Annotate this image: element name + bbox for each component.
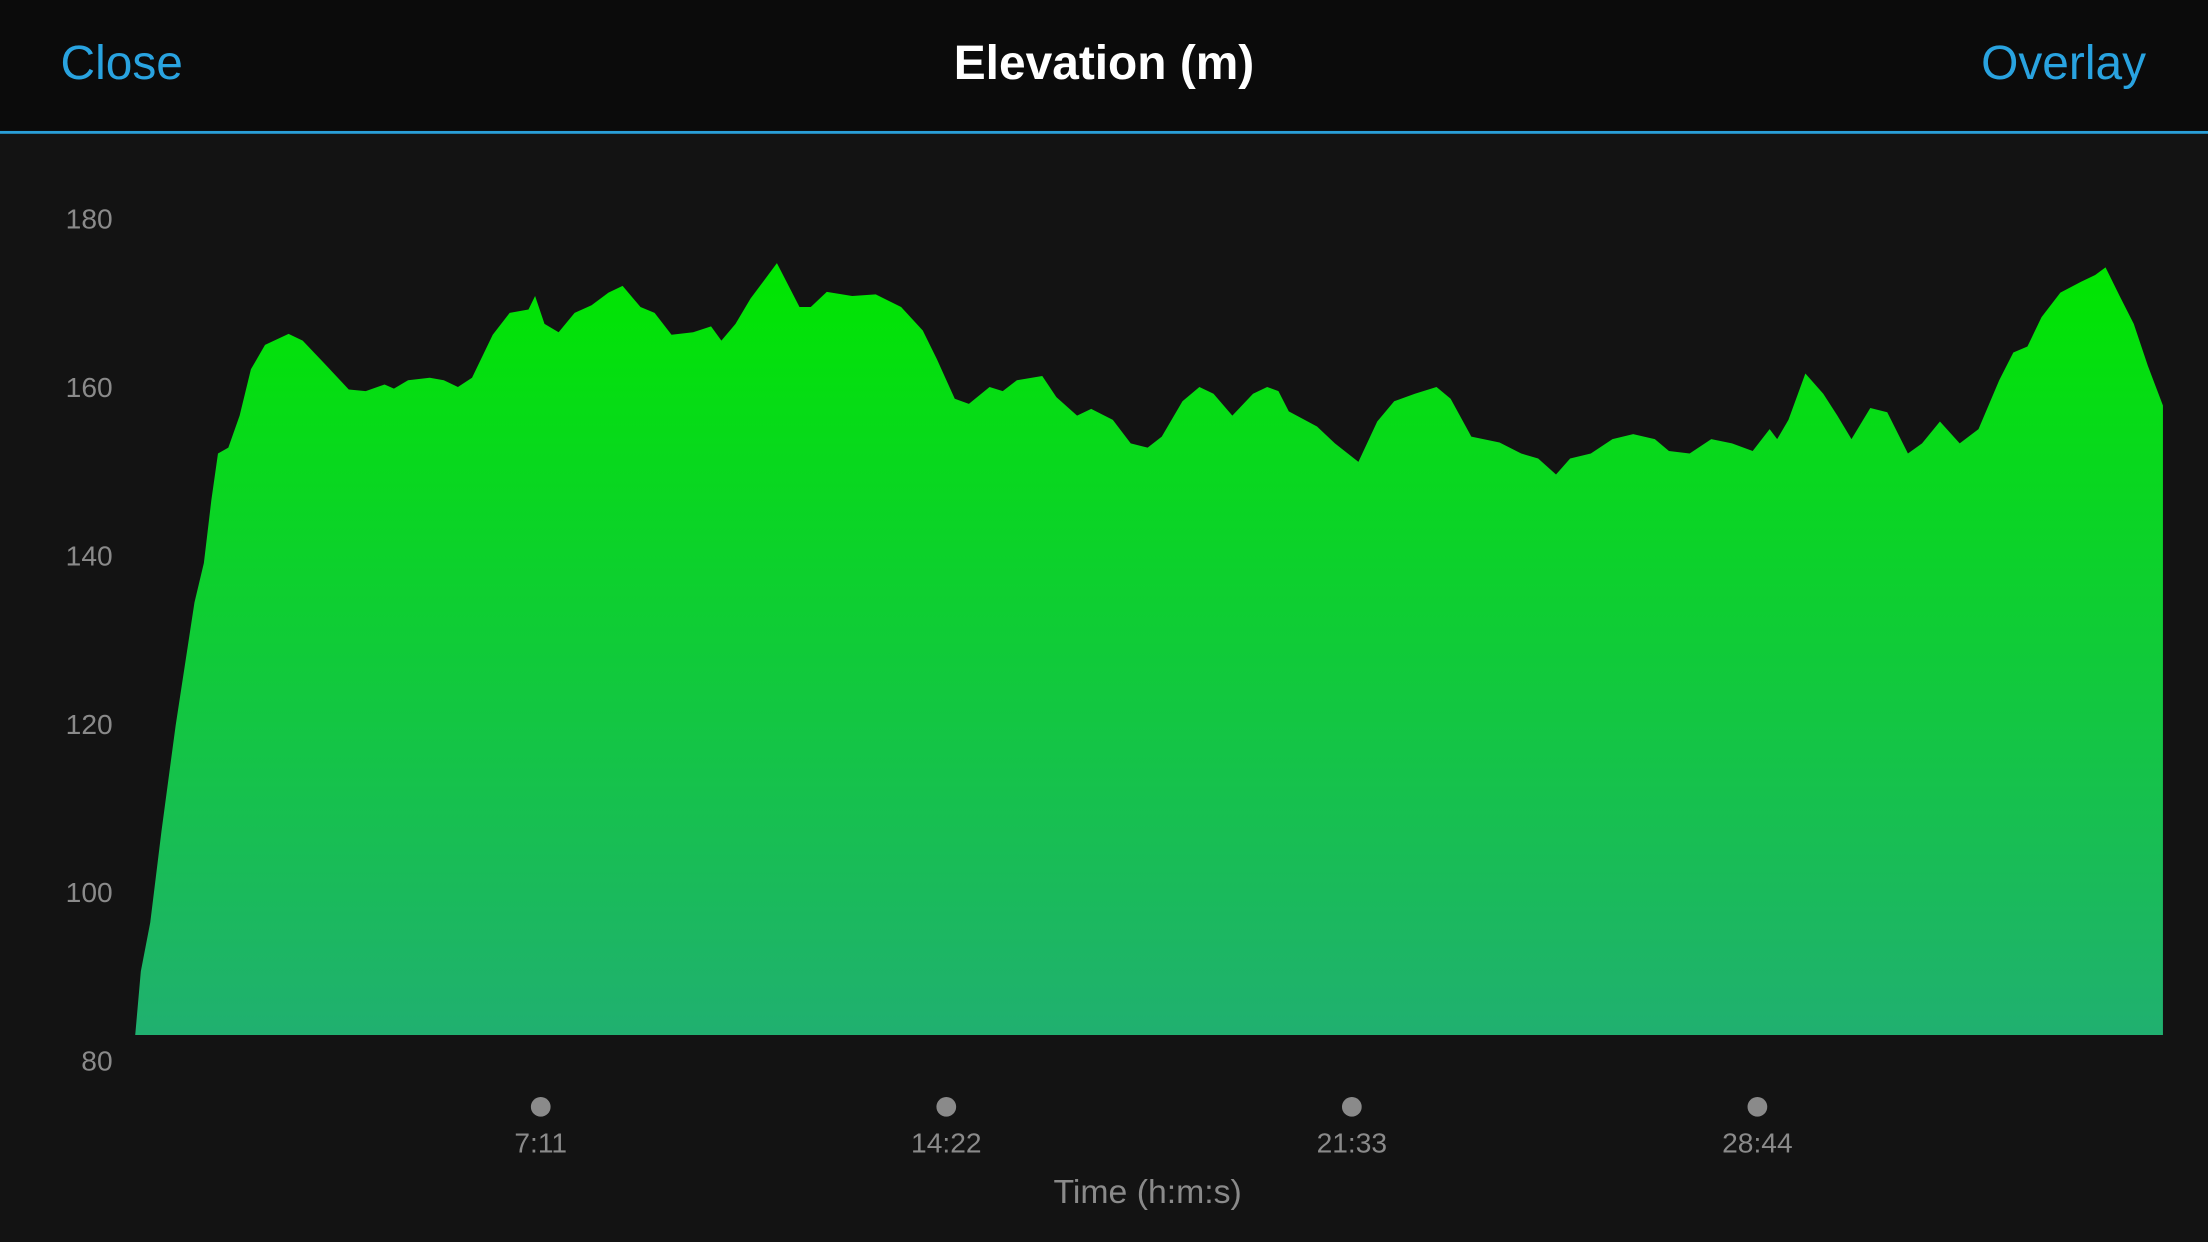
y-tick-label: 140 [66,540,113,571]
x-tick-dot [936,1096,957,1117]
y-tick-label: 120 [66,709,113,740]
chart-title: Elevation (m) [954,37,1255,90]
x-tick-dot [1341,1096,1362,1117]
y-tick-label: 100 [66,877,113,908]
y-tick-label: 80 [81,1046,112,1077]
elevation-area [135,263,2163,1036]
header-divider [0,130,2208,134]
header-bar [0,0,2208,133]
y-tick-label: 180 [66,204,113,235]
overlay-button[interactable]: Overlay [1981,37,2146,90]
x-tick-dot [1747,1096,1768,1117]
x-tick-label: 7:11 [514,1127,567,1158]
x-tick-dot [530,1096,551,1117]
x-tick-label: 14:22 [911,1127,981,1158]
x-axis-label: Time (h:m:s) [1054,1173,1242,1211]
x-tick-label: 28:44 [1722,1127,1792,1158]
close-button[interactable]: Close [61,37,183,90]
y-tick-label: 160 [66,372,113,403]
x-tick-label: 21:33 [1317,1127,1387,1158]
